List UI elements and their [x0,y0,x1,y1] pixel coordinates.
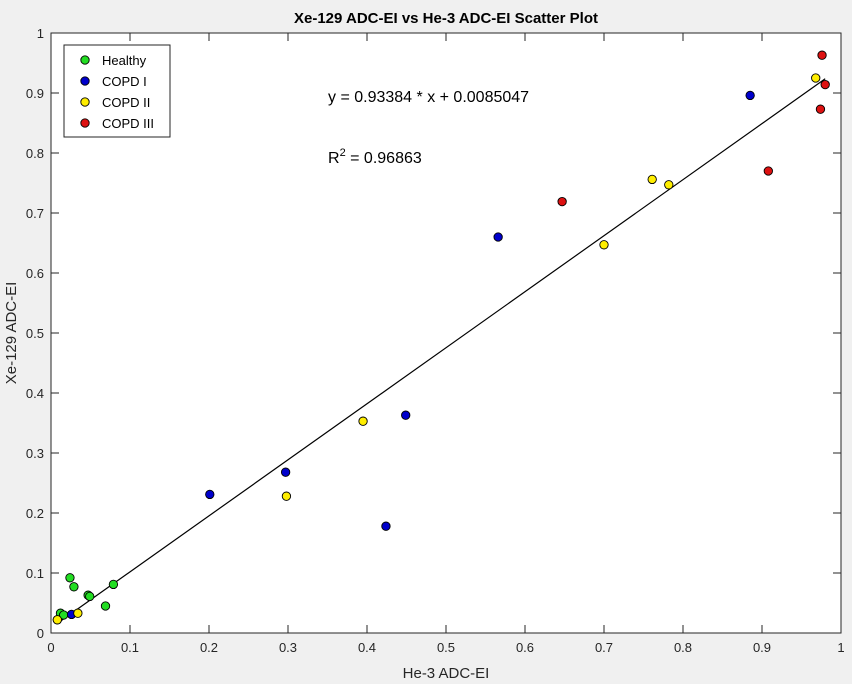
point-copd-ii [281,491,292,501]
r-squared-annotation: R2 = 0.96863 [328,147,422,167]
x-tick-label: 0.4 [358,640,376,655]
point-copd-ii [73,608,83,618]
point-copd-iii [820,79,830,90]
x-axis-label: He-3 ADC-EI [403,665,490,682]
fit-equation: y = 0.93384 * x + 0.0085047 [328,89,529,106]
r-squared-superscript: 2 [340,147,346,159]
x-tick-label: 0.1 [121,640,139,655]
x-tick-label: 0.7 [595,640,613,655]
x-tick-label: 0.6 [516,640,534,655]
y-tick-label: 0.8 [26,146,44,161]
point-copd-iii [763,166,773,176]
point-copd-i [381,521,391,531]
y-tick-label: 0 [37,626,44,641]
chart-title: Xe-129 ADC-EI vs He-3 ADC-EI Scatter Plo… [294,10,598,27]
x-tick-label: 0.8 [674,640,692,655]
point-copd-ii [647,174,657,185]
point-copd-ii [358,416,368,426]
point-copd-ii [811,73,821,83]
y-tick-label: 0.4 [26,386,44,401]
point-healthy [100,601,111,611]
y-tick-label: 0.7 [26,206,44,221]
y-tick-label: 0.2 [26,506,44,521]
y-tick-label: 0.1 [26,566,44,581]
x-axis-ticks: 0 0.1 0.2 0.3 0.4 0.5 0.6 0.7 0.8 0.9 1 [47,33,845,655]
x-tick-label: 0.9 [753,640,771,655]
point-copd-i [280,467,291,477]
point-copd-iii [815,104,826,114]
x-tick-label: 1 [837,640,844,655]
legend-label-copd-iii: COPD III [102,116,154,131]
point-copd-i [205,489,215,500]
point-copd-ii [664,180,674,190]
legend-marker-copd-ii [80,97,90,107]
y-axis-ticks: 0 0.1 0.2 0.3 0.4 0.5 0.6 0.7 0.8 0.9 1 [26,26,841,641]
x-tick-label: 0.5 [437,640,455,655]
point-copd-i [493,232,503,242]
point-healthy [108,579,119,590]
x-tick-label: 0 [47,640,54,655]
legend-label-healthy: Healthy [102,53,147,68]
plot-area [51,33,841,633]
r-squared-symbol: R [328,150,340,167]
point-healthy [85,591,95,602]
point-healthy [69,582,79,592]
y-tick-label: 0.5 [26,326,44,341]
point-healthy [65,573,75,583]
y-axis-label: Xe-129 ADC-EI [3,282,20,385]
x-tick-label: 0.2 [200,640,218,655]
legend-marker-healthy [80,55,90,65]
r-squared-value: = 0.96863 [346,150,422,167]
x-tick-label: 0.3 [279,640,297,655]
y-tick-label: 0.6 [26,266,44,281]
legend-label-copd-i: COPD I [102,74,147,89]
plot-frame [50,32,842,634]
regression-line [56,78,826,624]
legend-items: Healthy COPD I COPD II COPD III [80,53,154,131]
legend: Healthy COPD I COPD II COPD III [63,44,171,138]
legend-label-copd-ii: COPD II [102,95,150,110]
point-copd-ii [599,240,609,250]
point-copd-iii [557,196,567,207]
point-copd-iii [817,50,827,60]
point-copd-ii [52,615,62,625]
y-tick-label: 0.9 [26,86,44,101]
y-tick-label: 1 [37,26,44,41]
legend-marker-copd-i [80,76,90,86]
legend-marker-copd-iii [80,118,90,128]
point-copd-i [745,90,755,101]
point-copd-i [401,410,411,420]
data-points [52,50,830,625]
y-tick-label: 0.3 [26,446,44,461]
